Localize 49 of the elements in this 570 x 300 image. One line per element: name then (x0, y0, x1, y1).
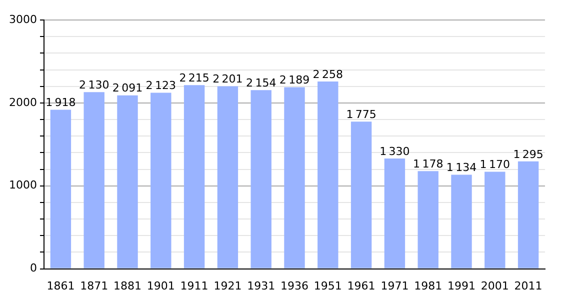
x-tick-label: 2001 (480, 279, 509, 292)
data-label: 1 330 (380, 144, 410, 158)
bar (217, 86, 238, 268)
x-tick-label: 1961 (347, 279, 376, 292)
data-label: 2 189 (279, 74, 310, 87)
bar (384, 158, 406, 268)
bar (84, 92, 104, 268)
x-tick-label: 1921 (214, 279, 242, 292)
x-tick-label: 1901 (146, 279, 175, 292)
x-tick-label: 1861 (46, 279, 75, 292)
data-label: 2 215 (179, 71, 210, 84)
data-label: 2 201 (212, 72, 243, 86)
x-tick-label: 1911 (180, 279, 208, 292)
bar (350, 122, 372, 268)
data-label: 2 123 (146, 79, 176, 92)
x-tick-label: 1971 (380, 279, 409, 292)
x-tick-label: 1936 (280, 279, 308, 292)
x-tick-label: 1931 (247, 279, 276, 292)
data-label: 1 918 (46, 96, 76, 110)
bar (518, 161, 539, 268)
data-label: 1 775 (346, 108, 376, 121)
data-label: 1 178 (412, 157, 444, 170)
x-tick-label: 1871 (80, 279, 108, 292)
data-label: 2 154 (246, 76, 276, 90)
bar (451, 174, 472, 268)
bar (184, 85, 205, 268)
data-label: 2 130 (78, 78, 110, 92)
x-tick-label: 1881 (113, 279, 142, 292)
bar (418, 171, 438, 268)
x-tick-label: 2011 (514, 279, 542, 292)
data-label: 2 091 (112, 82, 143, 95)
data-label: 1 134 (446, 161, 477, 174)
data-label: 1 295 (513, 148, 544, 161)
bar (318, 82, 338, 268)
data-label: 2 258 (312, 68, 343, 81)
x-tick-label: 1981 (414, 279, 442, 292)
y-tick-label: 0 (30, 262, 37, 275)
x-tick-label: 1991 (448, 279, 476, 292)
bar (50, 110, 72, 268)
bar (484, 172, 506, 268)
x-tick-label: 1951 (314, 279, 342, 292)
bar (284, 87, 305, 268)
data-label: 1 170 (480, 158, 510, 172)
y-tick-label: 1000 (8, 178, 37, 192)
y-tick-label: 2000 (8, 96, 37, 109)
y-tick-label: 3000 (8, 12, 37, 26)
bar (150, 92, 172, 268)
bar (117, 95, 138, 268)
bar (250, 90, 272, 268)
